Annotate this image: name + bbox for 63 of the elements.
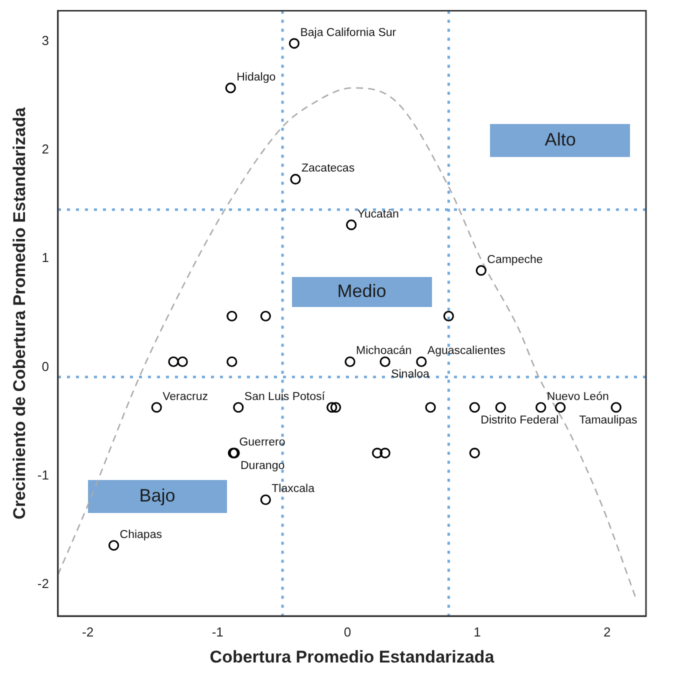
point xyxy=(225,82,236,94)
point xyxy=(330,402,342,413)
y-tick-label: -2 xyxy=(37,576,49,592)
point xyxy=(443,310,454,322)
data-label: Hidalgo xyxy=(236,71,276,84)
x-axis-title: Cobertura Promedio Estandarizada xyxy=(210,647,495,666)
point xyxy=(476,265,486,276)
y-axis-title: Crecimiento de Cobertura Promedio Estandarizada xyxy=(10,106,29,520)
point xyxy=(260,494,271,506)
point xyxy=(346,220,357,230)
x-tick-label: 2 xyxy=(603,624,611,640)
point xyxy=(290,174,301,185)
data-label: Guerrero xyxy=(239,436,286,448)
point xyxy=(226,356,238,368)
data-label: Distrito Federal xyxy=(480,414,559,426)
point xyxy=(380,356,390,368)
y-tick-label: 0 xyxy=(42,358,49,374)
point xyxy=(495,402,506,413)
line-series xyxy=(58,87,636,598)
point xyxy=(288,38,300,49)
point xyxy=(326,402,338,413)
data-label: Michoacán xyxy=(356,345,412,358)
data-label: San Luis Potosí xyxy=(244,390,326,403)
data-label: Chiapas xyxy=(120,528,162,541)
data-label: Aguascalientes xyxy=(427,345,506,358)
data-label: Tlaxcala xyxy=(272,483,316,496)
point xyxy=(469,448,480,458)
point xyxy=(372,448,383,458)
point xyxy=(610,402,622,413)
data-label: Tamaulipas xyxy=(579,414,638,426)
point xyxy=(380,448,390,458)
point xyxy=(151,402,162,413)
data-label: Campeche xyxy=(487,254,543,266)
point xyxy=(469,402,480,413)
point xyxy=(108,540,120,551)
x-tick-label: -1 xyxy=(212,624,224,640)
point xyxy=(536,402,546,413)
x-tick-label: -2 xyxy=(82,624,94,640)
point xyxy=(168,356,179,368)
point xyxy=(177,356,188,368)
y-tick-label: 1 xyxy=(42,250,49,266)
y-tick-label: -1 xyxy=(37,467,49,482)
data-label: Veracruz xyxy=(162,390,208,403)
y-tick-label: 3 xyxy=(42,32,49,48)
y-tick-label: 2 xyxy=(42,141,49,156)
data-label: Zacatecas xyxy=(302,162,355,175)
annotation: Alto xyxy=(544,130,576,150)
data-label: Baja California Sur xyxy=(300,26,396,39)
point xyxy=(260,310,271,322)
data-label: Sinaloa xyxy=(391,368,430,381)
point xyxy=(425,402,436,413)
point xyxy=(555,402,566,413)
x-tick-label: 0 xyxy=(344,624,352,640)
data-label: Nuevo León xyxy=(546,390,609,403)
data-label: Yucatán xyxy=(357,208,399,220)
point xyxy=(233,402,244,413)
point xyxy=(344,356,356,368)
annotation: Medio xyxy=(337,281,386,302)
x-tick-label: 1 xyxy=(474,624,481,640)
point xyxy=(226,310,238,322)
annotation: Bajo xyxy=(139,485,176,506)
point xyxy=(416,356,427,368)
data-label: Durango xyxy=(240,460,285,472)
